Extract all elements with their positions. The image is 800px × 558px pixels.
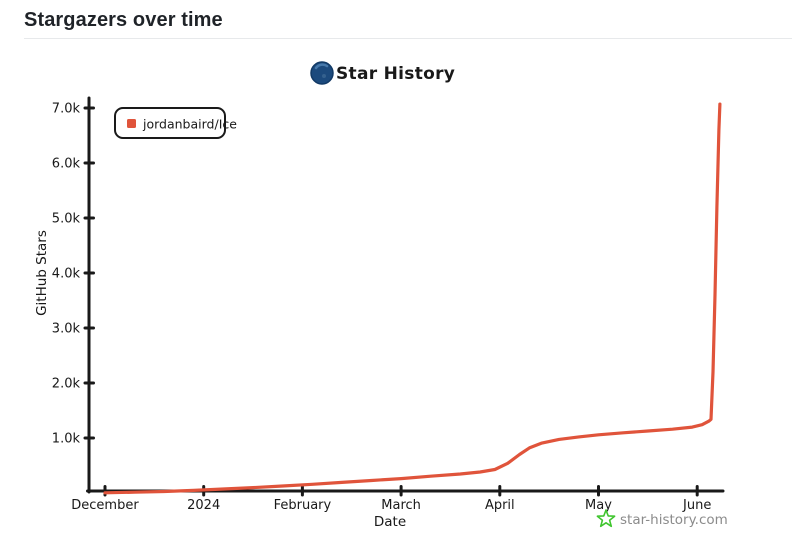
y-tick-label: 6.0k <box>52 157 81 172</box>
x-axis-title: Date <box>374 514 406 530</box>
chart-title: Star History <box>310 61 455 85</box>
y-tick-label: 2.0k <box>52 377 81 392</box>
watermark-text: star-history.com <box>620 512 728 528</box>
series-lines <box>103 102 722 495</box>
x-tick-label: 2024 <box>187 498 220 513</box>
chart-title-text: Star History <box>336 64 455 84</box>
watermark: star-history.com <box>596 509 728 528</box>
legend-marker <box>127 119 136 128</box>
x-tick-label: April <box>485 498 515 513</box>
y-tick-label: 5.0k <box>52 212 81 227</box>
y-axis-title: GitHub Stars <box>34 230 50 316</box>
y-tick-label: 7.0k <box>52 102 81 117</box>
y-tick-label: 3.0k <box>52 322 81 337</box>
legend-box <box>114 107 226 139</box>
green-star-icon <box>596 509 616 528</box>
y-axis-ticks <box>83 106 95 440</box>
legend-label: jordanbaird/Ice <box>142 117 237 132</box>
x-tick-label: May <box>585 498 612 513</box>
y-tick-label: 1.0k <box>52 432 81 447</box>
logo-detail-dot <box>322 74 326 78</box>
x-tick-labels: December 2024 February March April May June <box>71 498 711 513</box>
x-tick-label: June <box>682 498 711 513</box>
x-tick-label: December <box>71 498 139 513</box>
legend: jordanbaird/Ice <box>114 107 237 139</box>
header-divider <box>24 38 792 39</box>
logo-highlight <box>314 63 329 70</box>
section-header: Stargazers over time <box>0 0 800 34</box>
x-tick-label: March <box>381 498 421 513</box>
series-line <box>103 102 722 495</box>
y-tick-labels: 1.0k 2.0k 3.0k 4.0k 5.0k 6.0k 7.0k <box>52 102 81 447</box>
page-title: Stargazers over time <box>24 9 223 31</box>
star-history-logo-icon <box>310 61 334 85</box>
x-tick-label: February <box>274 498 332 513</box>
y-tick-label: 4.0k <box>52 267 81 282</box>
